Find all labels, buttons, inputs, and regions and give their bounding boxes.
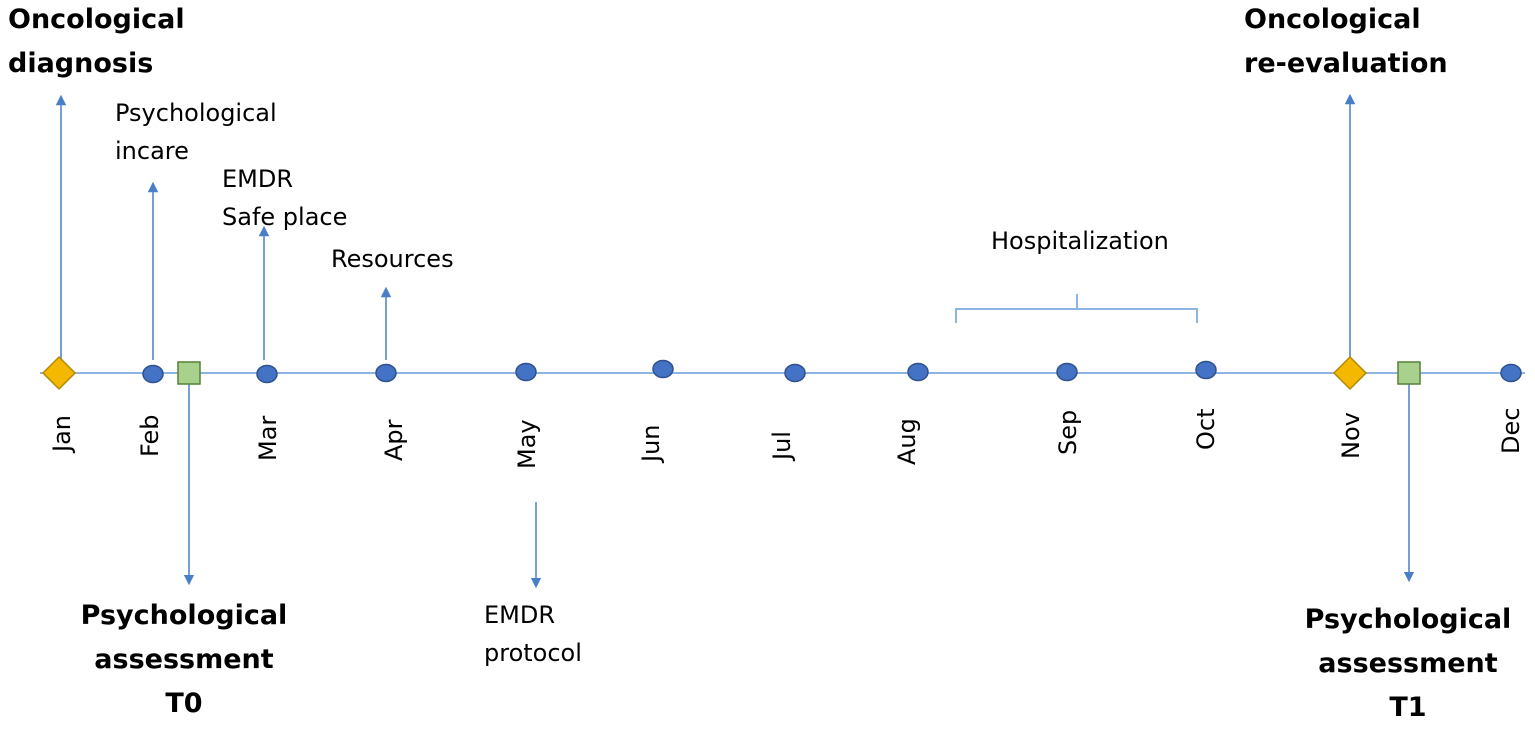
- assessment-t1-line-2: assessment: [1318, 648, 1498, 679]
- month-label-nov: Nov: [1337, 412, 1365, 459]
- assessment-t0-line-2: assessment: [94, 644, 274, 675]
- psychological-incare-line-1: Psychological: [115, 99, 277, 127]
- diamond-marker-jan: [41, 355, 77, 391]
- square-marker-t0: [177, 361, 201, 385]
- month-label-dec: Dec: [1497, 407, 1525, 454]
- assessment-t0-line-1: Psychological: [80, 600, 288, 631]
- oncological-diagnosis-line-1: Oncological: [8, 4, 185, 35]
- psychological-incare-label: Psychological incare: [115, 94, 277, 170]
- assessment-t0-label: Psychological assessment T0: [72, 594, 296, 726]
- emdr-safe-place-line-1: EMDR: [222, 165, 294, 193]
- emdr-safe-place-label: EMDR Safe place: [222, 160, 347, 236]
- emdr-protocol-line-1: EMDR: [484, 601, 556, 629]
- hospitalization-brace: [955, 294, 1198, 323]
- square-marker-t1: [1397, 361, 1421, 385]
- oncological-diagnosis-label: Oncological diagnosis: [8, 0, 185, 86]
- circle-marker-mar: [256, 364, 278, 384]
- month-label-oct: Oct: [1192, 408, 1220, 451]
- month-label-jul: Jul: [768, 431, 796, 460]
- month-label-apr: Apr: [380, 419, 408, 461]
- circle-marker-oct: [1195, 360, 1217, 380]
- circle-marker-sep: [1056, 362, 1078, 382]
- month-label-aug: Aug: [893, 418, 921, 465]
- assessment-t1-line-1: Psychological: [1304, 604, 1512, 635]
- oncological-diagnosis-line-2: diagnosis: [8, 48, 154, 79]
- emdr-safe-place-line-2: Safe place: [222, 203, 348, 231]
- emdr-protocol-line-2: protocol: [484, 639, 582, 667]
- month-label-sep: Sep: [1054, 409, 1082, 455]
- circle-marker-may: [515, 362, 537, 382]
- oncological-reevaluation-line-1: Oncological: [1244, 4, 1421, 35]
- psychological-incare-line-2: incare: [115, 137, 189, 165]
- oncological-reevaluation-line-2: re-evaluation: [1244, 48, 1448, 79]
- assessment-t0-line-3: T0: [165, 688, 203, 719]
- month-label-may: May: [513, 419, 541, 469]
- month-label-jan: Jan: [48, 415, 76, 452]
- month-label-feb: Feb: [136, 414, 164, 458]
- hospitalization-label: Hospitalization: [991, 227, 1169, 255]
- circle-marker-dec: [1500, 363, 1522, 383]
- assessment-t1-line-3: T1: [1389, 692, 1427, 723]
- oncological-reevaluation-label: Oncological re-evaluation: [1244, 0, 1448, 86]
- circle-marker-jun: [652, 359, 674, 379]
- month-label-mar: Mar: [254, 415, 282, 461]
- month-label-jun: Jun: [637, 424, 665, 463]
- circle-marker-aug: [907, 362, 929, 382]
- circle-marker-jul: [784, 363, 806, 383]
- circle-marker-feb: [142, 364, 164, 384]
- circle-marker-apr: [375, 363, 397, 383]
- assessment-t1-label: Psychological assessment T1: [1296, 598, 1520, 730]
- diamond-marker-nov: [1332, 355, 1368, 391]
- emdr-protocol-label: EMDR protocol: [484, 596, 582, 672]
- resources-label: Resources: [331, 245, 454, 273]
